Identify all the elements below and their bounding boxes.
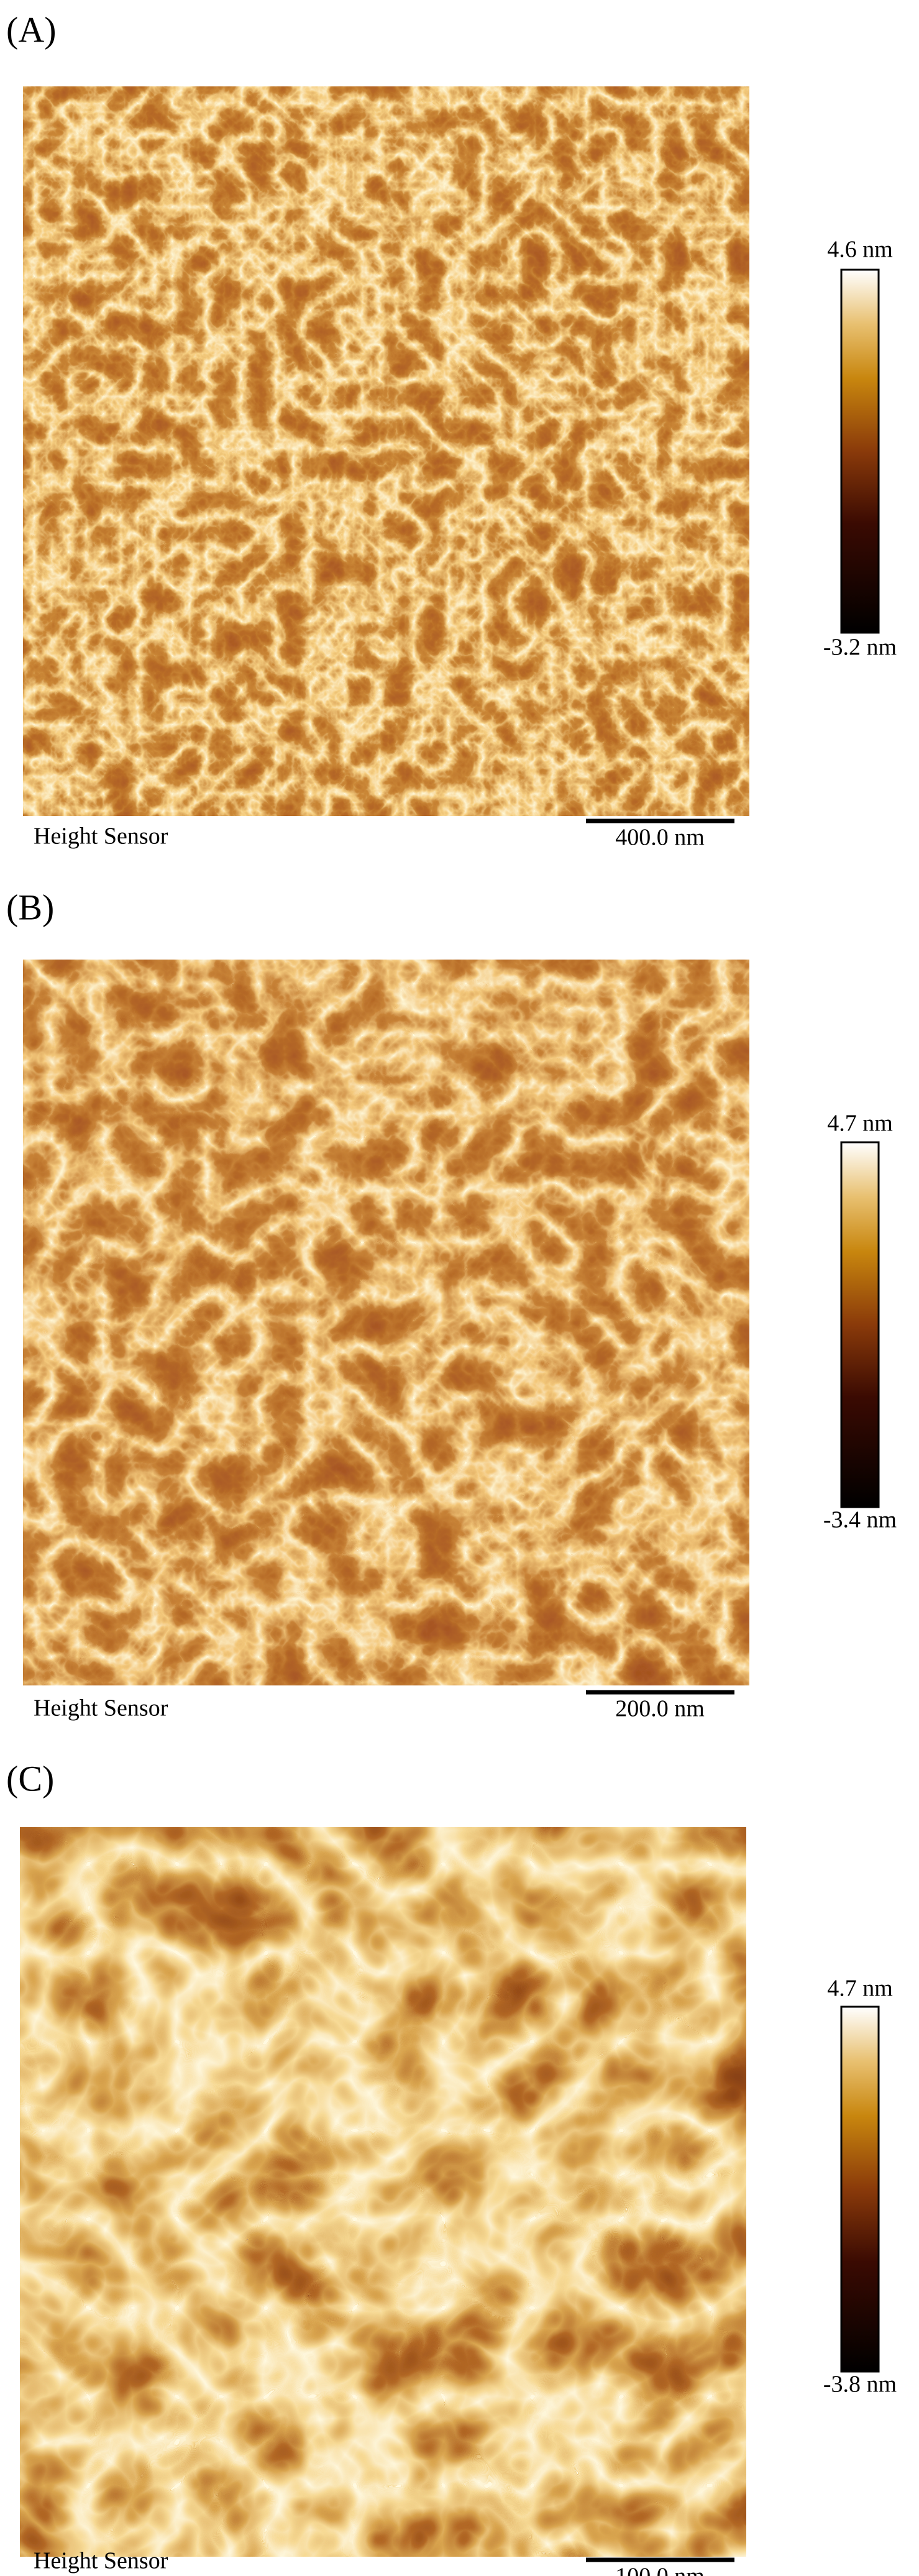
colorbar-min: -3.8 nm [823,2372,897,2398]
colorbar-min: -3.4 nm [823,1507,897,1533]
colorbar-max: 4.7 nm [827,1976,893,2002]
colorbar-max: 4.7 nm [827,1111,893,1137]
panel-label: (A) [6,9,57,50]
scale-bar-label: 400.0 nm [615,825,705,851]
colorbar [840,268,880,634]
colorbar [840,2005,880,2373]
afm-image [23,960,749,1685]
afm-image [23,86,749,816]
panel-label: (B) [6,887,54,927]
caption: Height Sensor [34,823,168,850]
colorbar-max: 4.6 nm [827,237,893,263]
colorbar [840,1141,880,1508]
afm-image [20,1827,746,2557]
scale-bar-label: 200.0 nm [615,1696,705,1722]
scale-bar-label: 100.0 nm [615,2564,705,2576]
caption: Height Sensor [34,1695,168,1721]
caption: Height Sensor [34,2548,168,2574]
colorbar-min: -3.2 nm [823,635,897,661]
panel-label: (C) [6,1758,54,1799]
